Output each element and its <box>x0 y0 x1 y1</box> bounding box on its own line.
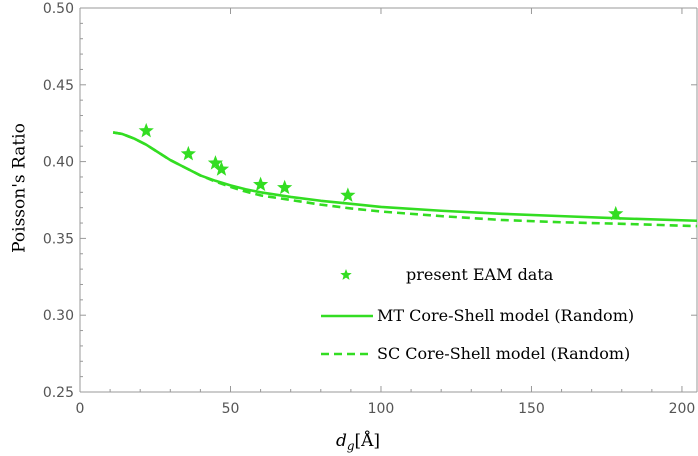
y-tick-label: 0.40 <box>43 155 74 171</box>
y-tick-label: 0.50 <box>43 1 74 17</box>
eam-data-point <box>340 187 356 202</box>
y-tick-label: 0.30 <box>43 308 74 324</box>
y-axis-title-text: Poisson's Ratio <box>10 123 30 253</box>
eam-data-point <box>252 176 269 192</box>
eam-data-point <box>277 179 293 195</box>
y-tick-label: 0.45 <box>43 78 74 94</box>
eam-data-point <box>138 122 154 138</box>
sc-core-shell-line <box>112 131 698 228</box>
x-tick-label: 0 <box>76 401 85 417</box>
y-tick-label: 0.25 <box>43 385 74 401</box>
eam-data-point <box>180 145 196 161</box>
eam-data-point <box>207 155 224 170</box>
x-tick-label: 50 <box>222 401 240 417</box>
legend-label: SC Core-Shell model (Random) <box>377 344 630 363</box>
x-axis-title-main: d <box>336 431 347 451</box>
legend-label: MT Core-Shell model (Random) <box>377 306 634 325</box>
x-tick-label: 100 <box>368 401 395 417</box>
eam-data-point <box>213 161 230 176</box>
x-axis-title-sub: g <box>347 439 355 453</box>
eam-data-point <box>608 205 624 221</box>
y-axis-title: Poisson's Ratio <box>10 123 30 253</box>
legend-star-icon <box>340 269 352 280</box>
legend-label: present EAM data <box>406 265 554 284</box>
x-axis-title: dg[Å] <box>336 430 380 453</box>
x-axis-title-unit: [Å] <box>355 430 381 451</box>
y-tick-label: 0.35 <box>43 231 74 247</box>
x-tick-label: 150 <box>518 401 545 417</box>
x-tick-label: 200 <box>669 401 696 417</box>
